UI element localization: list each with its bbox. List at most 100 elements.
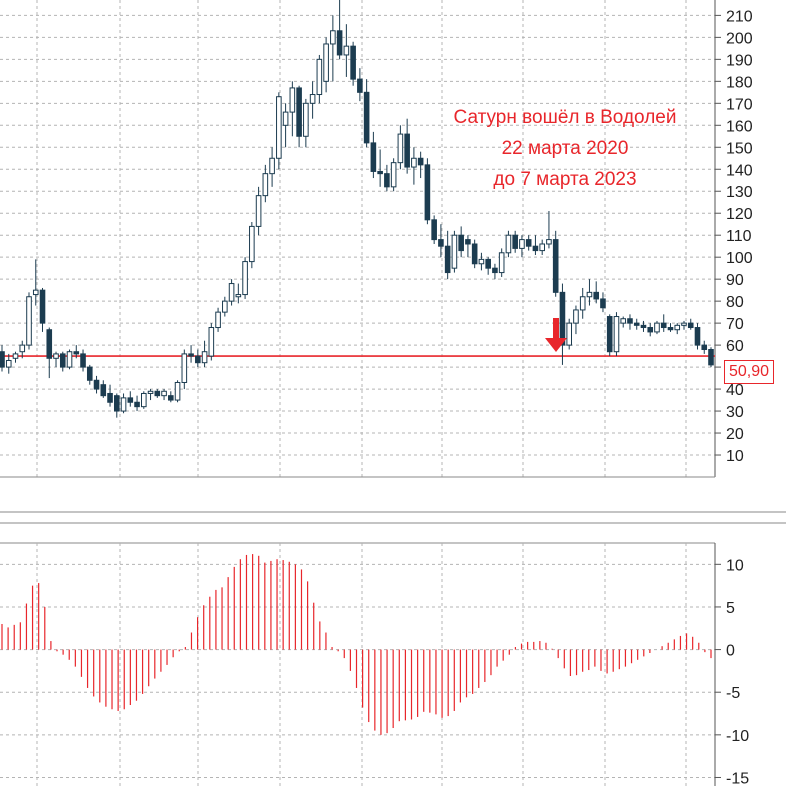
candle [411,147,417,185]
candle-body [444,245,451,274]
candle-body [370,142,377,172]
candle-body [296,87,302,137]
candle-body [228,283,235,302]
candle-body [59,353,66,368]
arrow-head [545,338,567,352]
candle-body [357,78,363,93]
candle-body [262,173,269,197]
candle-body [113,395,120,412]
candle-body [222,300,228,313]
candle-body [330,30,336,45]
candle-body [188,353,194,357]
candle-body [39,289,46,324]
candle-body [586,291,593,298]
candle [168,391,174,403]
candle [12,351,19,363]
annotation-line-3: до 7 марта 2023 [493,169,637,190]
y-tick-label: 110 [726,228,752,245]
y-tick-label: 190 [726,52,753,69]
candle-body [66,351,73,368]
candle-body [451,234,458,269]
candle-body [201,351,208,364]
candle [593,281,600,304]
candle [141,391,147,409]
candle [620,316,627,328]
candle-body [465,239,471,245]
candle-body [573,309,579,324]
candle [316,54,323,104]
candle [465,235,471,258]
annotation-line-2: 22 марта 2020 [501,138,629,159]
y-tick-label: -15 [726,770,749,786]
candle-body [208,327,215,357]
candle [242,257,248,299]
candle [552,230,559,297]
candle-body [154,390,161,397]
candle-body [478,258,485,265]
candle-body [471,243,478,265]
candle-body [181,353,188,383]
candle-body [606,316,613,353]
candle [384,164,390,192]
candle [195,349,201,368]
candle [86,364,93,385]
candle-body [566,322,573,346]
down-arrow-icon [545,318,567,352]
candle-body [532,245,539,252]
y-tick-label: 20 [726,426,744,443]
candle [309,81,316,119]
candle [424,158,431,225]
candle [113,393,120,418]
arrow-shaft [553,318,559,340]
annotation: Сатурн вошёл в Водолей 22 марта 2020 до … [420,102,710,195]
candle-body [377,170,383,175]
candle [93,375,100,394]
candle [485,257,491,275]
candle-body [0,351,5,368]
y-tick-label: 0 [726,643,735,660]
oscillator-pane: 10 5 0 -5 -10 -15 [0,542,749,786]
candle-body [411,157,417,168]
candle-body [120,397,127,412]
candle-body [505,234,512,254]
candle-body [147,390,154,394]
candle-body [32,289,39,296]
y-tick-label: 200 [726,30,753,47]
y-tick-label: -10 [726,728,749,745]
candle [444,230,451,280]
candle-body [431,219,437,241]
candle-body [249,225,255,263]
candle [59,351,66,372]
candle-body [539,243,545,252]
candle [687,318,694,330]
candle [640,320,647,332]
candle [532,235,539,255]
candle-body [559,291,566,346]
y-tick-label: 90 [726,272,744,289]
candle [471,239,478,269]
candle-body [80,353,86,368]
candle-body [363,91,370,144]
candle-body [552,239,559,293]
last-price-label: 50,90 [724,360,774,384]
candle [681,320,687,330]
candle-body [708,349,714,366]
candle [343,24,350,77]
candle [586,279,593,306]
y-tick-label: 70 [726,316,744,333]
y-tick-label: 5 [726,600,735,617]
candle-body [620,318,627,324]
candle [357,68,363,102]
candle-body [687,322,694,329]
annotation-line-1: Сатурн вошёл в Водолей [453,107,677,128]
candle-body [276,96,282,159]
candle [512,230,518,253]
candle [303,98,309,148]
candle [431,215,437,244]
candle [222,296,228,317]
candle [336,0,343,60]
candle [390,158,397,192]
candle-body [93,379,100,390]
candle [154,389,161,398]
candle-body [107,392,113,403]
